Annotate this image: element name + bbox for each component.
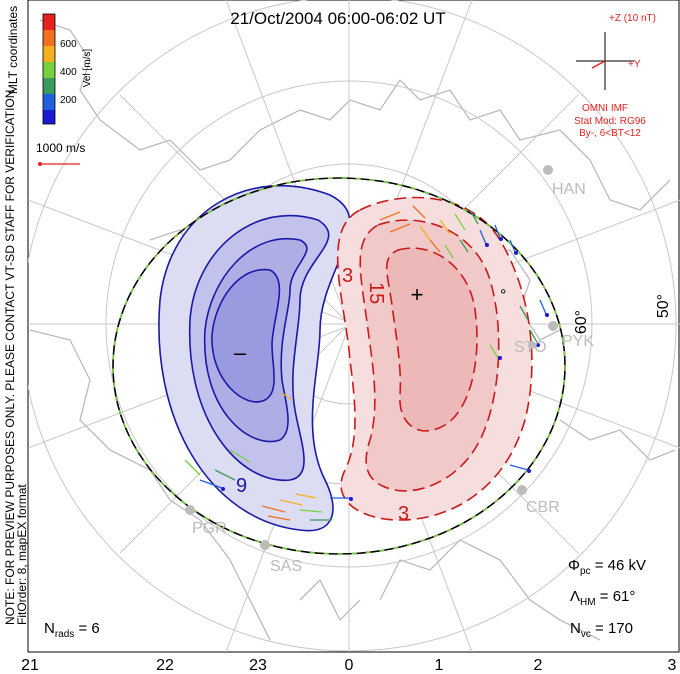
station-sto-marker xyxy=(528,341,536,349)
station-sas-label: SAS xyxy=(270,558,302,575)
velocity-vectors xyxy=(184,205,549,521)
contour-label-neg-9: 9 xyxy=(236,475,247,497)
stat-lambda-hm: ΛHM = 61° xyxy=(570,588,635,608)
contour-label-pos-15: 15 xyxy=(365,282,387,304)
reference-vector-origin xyxy=(38,162,42,166)
mlt-tick-23: 23 xyxy=(249,657,267,674)
station-cbr-marker xyxy=(517,485,527,495)
imf-bz-label: +Z (10 nT) xyxy=(609,13,656,24)
mlt-tick-21: 21 xyxy=(21,657,39,674)
imf-vector xyxy=(591,60,606,69)
colorbar-label: Vel [m/s] xyxy=(82,49,93,88)
mlt-tick-22: 22 xyxy=(156,657,174,674)
station-han-label: HAN xyxy=(552,181,586,198)
fit-order-note: FitOrder: 8, mapEX format xyxy=(15,484,29,625)
lat-label-60: 60° xyxy=(573,310,590,334)
coordinate-system-label: MLT coordinates xyxy=(6,6,20,94)
stat-n-rads: Nrads = 6 xyxy=(44,620,100,640)
station-pgr-marker xyxy=(185,505,195,515)
imf-by-label: +Y xyxy=(628,59,641,70)
map-title: 21/Oct/2004 06:00-06:02 UT xyxy=(230,9,445,28)
colorbar-tick-600: 600 xyxy=(60,39,77,50)
station-cbr-label: CBR xyxy=(526,499,560,516)
mlt-tick-0: 0 xyxy=(345,657,354,674)
station-pyk-label: PYK xyxy=(562,333,594,350)
coastlines xyxy=(29,19,676,641)
stat-phi-pc: Φpc = 46 kV xyxy=(568,557,646,577)
mlt-tick-1: 1 xyxy=(435,657,444,674)
station-sas-marker xyxy=(260,540,270,550)
velocity-colorbar xyxy=(42,13,56,125)
preview-note: NOTE: FOR PREVIEW PURPOSES ONLY. PLEASE … xyxy=(3,86,17,625)
station-markers xyxy=(185,165,558,550)
station-han-marker xyxy=(543,165,553,175)
colorbar-tick-200: 200 xyxy=(60,95,77,106)
stat-model-label: Stat Mod: RG96 xyxy=(574,116,646,127)
stat-n-vc: Nvc = 170 xyxy=(570,620,633,640)
stat-model-params: By-, 6<BT<12 xyxy=(579,128,641,139)
lat-label-50: 50° xyxy=(655,294,672,318)
station-pyk-marker xyxy=(548,321,558,331)
reference-vector-label: 1000 m/s xyxy=(36,141,85,155)
mlt-tick-2: 2 xyxy=(534,657,543,674)
imf-source: OMNI IMF xyxy=(582,103,628,114)
heppner-maynard-boundary-dash xyxy=(112,177,566,555)
negative-potential-cell xyxy=(158,185,351,532)
mlt-tick-3: 3 xyxy=(668,657,677,674)
contour-label-pos-3-top: 3 xyxy=(342,265,353,287)
contour-label-pos-3-bottom: 3 xyxy=(398,503,409,525)
potential-maximum-marker: + xyxy=(411,282,424,307)
station-pgr-label: PGR xyxy=(192,520,227,537)
lat-label-partial: ° xyxy=(500,287,506,304)
positive-potential-cell xyxy=(336,196,533,521)
station-sto-label: STO xyxy=(514,339,547,356)
potential-minimum-marker: – xyxy=(234,340,247,365)
colorbar-tick-400: 400 xyxy=(60,67,77,78)
plot-frame xyxy=(27,0,680,653)
